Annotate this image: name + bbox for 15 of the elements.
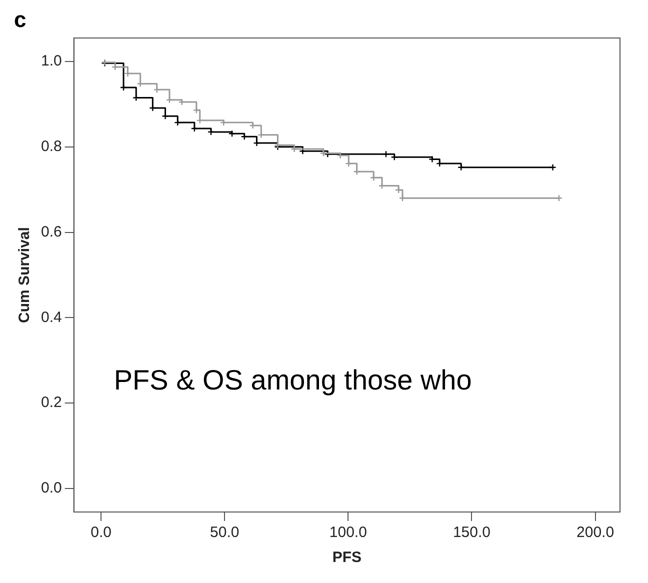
x-tick-label: 100.0 — [329, 524, 367, 542]
x-tick-label: 50.0 — [210, 524, 240, 542]
annotation: PFS & OS among those who — [114, 364, 472, 396]
y-tick-label: 0.4 — [40, 308, 62, 326]
y-tick-label: 0.2 — [40, 394, 62, 412]
y-tick-label: 0.0 — [40, 480, 62, 497]
y-tick-label: 1.0 — [40, 52, 62, 70]
x-tick-label: 200.0 — [576, 524, 614, 542]
x-axis-title: PFS — [332, 549, 362, 566]
x-tick-label: 0.0 — [90, 524, 112, 542]
text: c — [14, 7, 26, 32]
y-axis-title: Cum Survival — [16, 227, 34, 323]
x-tick-label: 150.0 — [452, 524, 490, 542]
y-tick-label: 0.8 — [40, 138, 62, 156]
y-tick-label: 0.6 — [40, 223, 62, 240]
